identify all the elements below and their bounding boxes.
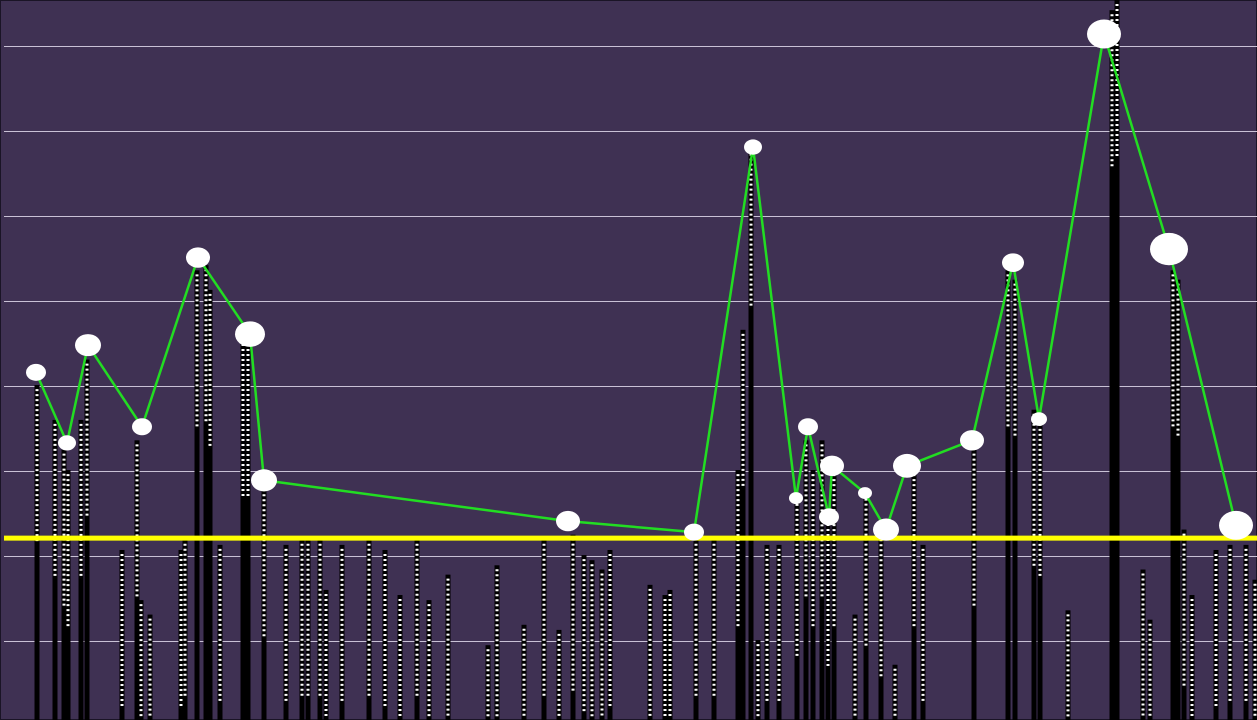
bar xyxy=(570,534,576,720)
bar xyxy=(1012,279,1018,720)
marker xyxy=(684,523,704,541)
bar xyxy=(581,555,587,720)
marker xyxy=(893,453,921,478)
bar xyxy=(485,645,491,720)
bar xyxy=(194,270,200,720)
marker xyxy=(858,487,872,499)
bar xyxy=(776,544,782,720)
marker xyxy=(819,508,839,526)
marker xyxy=(820,455,844,477)
bar xyxy=(748,149,754,720)
bar xyxy=(34,385,40,720)
bar xyxy=(445,574,451,720)
bar xyxy=(1189,595,1195,720)
marker xyxy=(1031,412,1047,426)
bar xyxy=(217,544,223,720)
bar xyxy=(1227,544,1233,720)
bar xyxy=(1109,10,1115,720)
bar xyxy=(203,265,209,720)
bar xyxy=(740,329,746,720)
marker xyxy=(798,418,818,436)
marker xyxy=(58,435,76,451)
marker xyxy=(235,321,265,347)
marker xyxy=(1002,253,1024,273)
bar xyxy=(662,595,668,720)
marker xyxy=(1087,19,1121,49)
bar xyxy=(1175,279,1181,720)
bar xyxy=(1005,270,1011,720)
bar xyxy=(920,544,926,720)
bar xyxy=(521,624,527,720)
marker xyxy=(1219,510,1253,540)
marker xyxy=(1150,232,1188,266)
marker xyxy=(873,518,899,541)
marker xyxy=(75,334,101,357)
marker xyxy=(186,247,210,268)
bar xyxy=(892,664,898,720)
marker xyxy=(960,430,984,451)
bar xyxy=(245,340,251,720)
bar xyxy=(1243,544,1249,720)
bar xyxy=(240,340,246,720)
marker xyxy=(251,469,277,492)
bar xyxy=(1114,0,1120,720)
marker xyxy=(26,363,46,381)
bar xyxy=(494,565,500,720)
bar xyxy=(1170,270,1176,720)
bar xyxy=(764,544,770,720)
marker xyxy=(556,510,580,532)
marker xyxy=(132,418,152,436)
bar xyxy=(147,614,153,720)
bar xyxy=(852,614,858,720)
marker xyxy=(789,492,803,505)
bar xyxy=(339,544,345,720)
bar xyxy=(207,289,213,720)
marker xyxy=(744,139,762,155)
bar xyxy=(283,544,289,720)
bar xyxy=(397,595,403,720)
bar xyxy=(647,584,653,720)
